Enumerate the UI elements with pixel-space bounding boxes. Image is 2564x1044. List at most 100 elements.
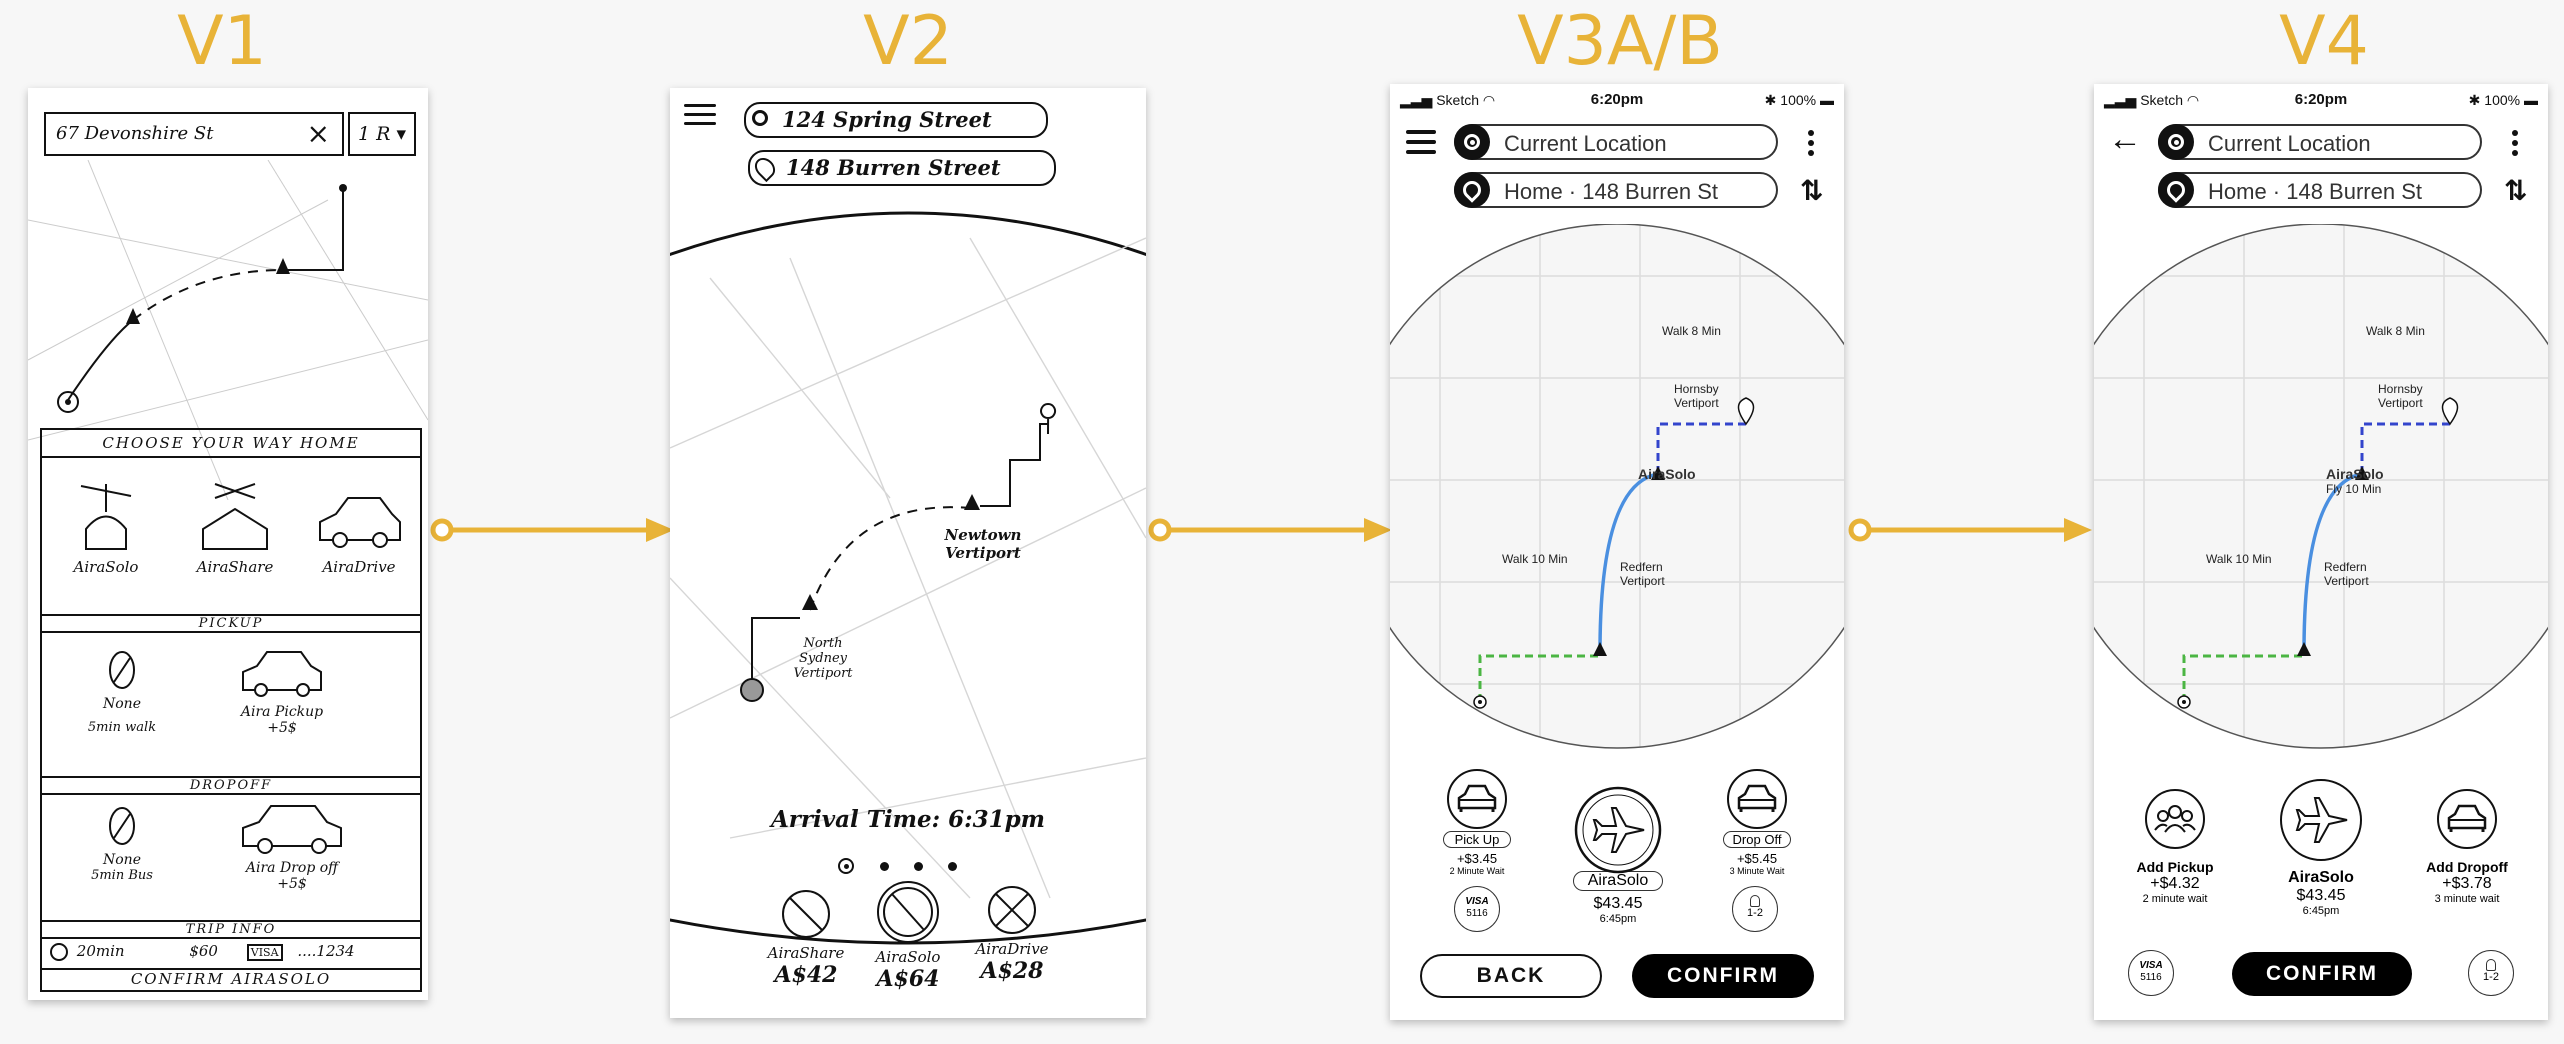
add-pickup-label: Add Pickup: [2136, 859, 2214, 875]
status-carrier: ▂▃▅ Sketch ◠: [2104, 92, 2200, 108]
airasolo-time: 6:45pm: [2302, 905, 2340, 917]
v2-vertiport-north-sydney: North Sydney Vertiport: [793, 636, 853, 681]
v2-option-airashare[interactable]: AiraShare A$42: [756, 888, 856, 988]
hamburger-menu-icon[interactable]: [684, 98, 716, 131]
airasolo-label: AiraSolo: [1573, 871, 1663, 891]
v1-pickup-aira[interactable]: Aira Pickup +5$: [212, 644, 352, 736]
v1-pickup-none[interactable]: None 5min walk: [62, 646, 182, 735]
origin-text: Current Location: [2208, 131, 2371, 156]
destination-field[interactable]: Home · 148 Burren St: [1454, 172, 1778, 208]
v1-dropoff-none-detail: 5min Bus: [91, 868, 153, 883]
v1-confirm-button[interactable]: CONFIRM AIRASOLO: [42, 968, 420, 988]
helicopter-icon: [202, 483, 268, 550]
payment-card-button[interactable]: VISA 5116: [2128, 950, 2174, 996]
clear-icon[interactable]: ×: [306, 117, 330, 150]
airasolo-option[interactable]: AiraSolo $43.45 6:45pm: [1566, 786, 1670, 925]
more-options-icon[interactable]: [2512, 126, 2518, 160]
pin-icon: [1454, 172, 1490, 208]
v2-destination-field[interactable]: 148 Burren Street: [748, 150, 1056, 186]
add-dropoff-option[interactable]: Add Dropoff +$3.78 3 minute wait: [2414, 788, 2520, 905]
v2-vertiport-newtown: Newtown Vertiport: [944, 526, 1022, 562]
v1-dropoff-aira[interactable]: Aira Drop off +5$: [202, 800, 382, 892]
car-icon: [242, 651, 322, 697]
airasolo-label: AiraSolo: [2288, 869, 2354, 886]
hamburger-menu-icon[interactable]: [1406, 124, 1436, 160]
v1-card-brand[interactable]: VISA: [246, 944, 283, 961]
v3-mockup-screen: ▂▃▅ Sketch ◠ 6:20pm ✱ 100% ▬ Current Loc…: [1390, 84, 1844, 1020]
dropoff-label: Drop Off: [1723, 831, 1791, 848]
target-icon: [2158, 124, 2194, 160]
vertiport-end-label: Hornsby Vertiport: [2378, 382, 2423, 410]
add-pickup-option[interactable]: Add Pickup +$4.32 2 minute wait: [2122, 788, 2228, 905]
add-dropoff-price: +$3.78: [2442, 875, 2492, 892]
back-button[interactable]: BACK: [1420, 954, 1602, 998]
v2-option-name: AiraSolo: [875, 948, 941, 966]
add-pickup-price: +$4.32: [2150, 875, 2200, 892]
v2-page-dots[interactable]: [838, 858, 968, 878]
status-bar: ▂▃▅ Sketch ◠ 6:20pm ✱ 100% ▬: [1390, 84, 1844, 114]
more-options-icon[interactable]: [1808, 126, 1814, 160]
v2-arrival-time: Arrival Time: 6:31pm: [770, 806, 1046, 833]
v1-dropoff-header: DROPOFF: [42, 776, 420, 795]
card-brand: VISA: [1465, 896, 1489, 907]
airasolo-option[interactable]: AiraSolo $43.45 6:45pm: [2266, 778, 2376, 917]
v1-option-airashare[interactable]: AiraShare: [180, 474, 290, 576]
walk-start-label: Walk 10 Min: [2206, 552, 2272, 566]
card-number: 5116: [1466, 908, 1488, 919]
v1-trip-time: 20min: [76, 942, 125, 960]
flight-label: AiraSolo: [2326, 466, 2384, 482]
status-carrier: ▂▃▅ Sketch ◠: [1400, 92, 1496, 108]
add-dropoff-label: Add Dropoff: [2426, 859, 2508, 875]
confirm-button[interactable]: CONFIRM: [2232, 952, 2412, 996]
payment-card-button[interactable]: VISA 5116: [1454, 886, 1500, 932]
origin-field[interactable]: Current Location: [2158, 124, 2482, 160]
v1-passenger-select[interactable]: 1 R ▾: [348, 112, 416, 156]
pickup-wait: 2 Minute Wait: [1449, 866, 1505, 876]
airasolo-price: $43.45: [2296, 887, 2346, 904]
add-pickup-wait: 2 minute wait: [2142, 893, 2208, 905]
car-icon: [1447, 769, 1507, 829]
passenger-count-button[interactable]: 1-2: [1732, 886, 1778, 932]
v1-sketch-screen: 67 Devonshire St × 1 R ▾ CHOOSE YOUR WAY…: [28, 88, 428, 1000]
swap-icon[interactable]: ⇅: [2504, 175, 2528, 206]
unavailable-icon: [988, 886, 1036, 934]
pickup-option[interactable]: Pick Up +$3.45 2 Minute Wait: [1432, 768, 1522, 876]
status-time: 6:20pm: [1590, 91, 1644, 108]
passenger-count-button[interactable]: 1-2: [2468, 950, 2514, 996]
v2-option-name: AiraDrive: [975, 940, 1049, 958]
dropoff-price: +$5.45: [1736, 851, 1778, 866]
v1-pickup-aira-detail: +5$: [267, 720, 297, 736]
helicopter-icon: [80, 484, 132, 550]
origin-field[interactable]: Current Location: [1454, 124, 1778, 160]
v1-pickup-aira-label: Aira Pickup: [240, 704, 324, 720]
swap-icon[interactable]: ⇅: [1800, 175, 1824, 206]
walk-end-label: Walk 8 Min: [2366, 324, 2425, 338]
v1-option-label: AiraDrive: [322, 558, 396, 576]
v1-search-box[interactable]: 67 Devonshire St ×: [44, 112, 344, 156]
v2-destination-text: 148 Burren Street: [786, 155, 1001, 180]
v2-option-airadrive[interactable]: AiraDrive A$28: [962, 884, 1062, 984]
route-map: [2094, 224, 2548, 749]
v2-map-sketch: [670, 211, 1146, 945]
back-arrow-icon[interactable]: ←: [2108, 120, 2142, 158]
airasolo-time: 6:45pm: [1599, 913, 1637, 925]
v1-option-airasolo[interactable]: AiraSolo: [56, 474, 156, 576]
car-icon: [242, 805, 342, 854]
v1-dropoff-none[interactable]: None 5min Bus: [62, 802, 182, 883]
v2-sketch-screen: 124 Spring Street 148 Burren Street Nort…: [670, 88, 1146, 1018]
car-icon: [1727, 769, 1787, 829]
dropoff-option[interactable]: Drop Off +$5.45 3 Minute Wait: [1712, 768, 1802, 876]
card-number: 5116: [2140, 972, 2162, 983]
airasolo-price: $43.45: [1593, 895, 1643, 912]
confirm-button[interactable]: CONFIRM: [1632, 954, 1814, 998]
v1-trip-header: TRIP INFO: [42, 920, 420, 939]
status-battery: ✱ 100% ▬: [1764, 92, 1834, 108]
selected-option-icon: [877, 881, 939, 943]
destination-field[interactable]: Home · 148 Burren St: [2158, 172, 2482, 208]
pickup-label: Pick Up: [1443, 831, 1511, 848]
flow-arrow-1: [430, 518, 674, 542]
v2-option-airasolo[interactable]: AiraSolo A$64: [856, 880, 960, 992]
v1-option-airadrive[interactable]: AiraDrive: [304, 474, 414, 576]
v2-origin-field[interactable]: 124 Spring Street: [744, 102, 1048, 138]
target-icon: [752, 110, 768, 126]
